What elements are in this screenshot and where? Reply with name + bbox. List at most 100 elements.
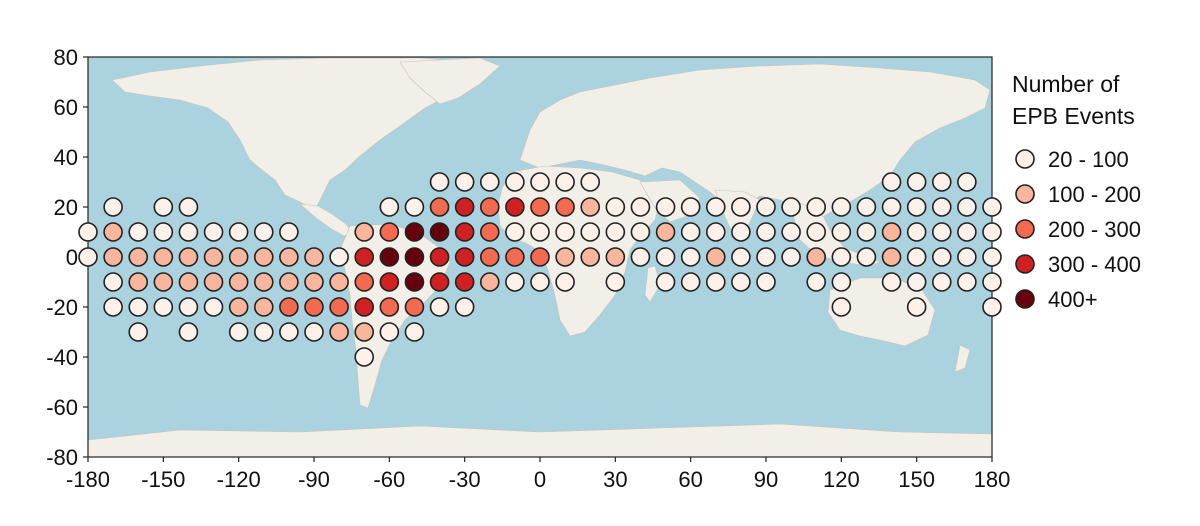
epb-marker [982, 297, 1002, 317]
epb-marker [203, 247, 224, 267]
epb-marker [354, 272, 375, 292]
epb-marker [253, 247, 274, 267]
x-tick-label: -150 [141, 467, 185, 492]
epb-marker [203, 297, 224, 317]
epb-marker [806, 247, 827, 267]
epb-marker [731, 197, 751, 217]
epb-marker [354, 222, 375, 242]
epb-marker [731, 272, 751, 292]
y-tick-label: 0 [66, 245, 78, 270]
epb-marker [756, 197, 776, 217]
epb-marker [103, 247, 123, 267]
epb-marker [103, 197, 123, 217]
epb-marker [580, 247, 601, 267]
epb-marker [555, 172, 575, 192]
epb-marker [605, 222, 626, 242]
epb-marker [605, 272, 626, 292]
x-tick-label: -30 [449, 467, 481, 492]
legend-label: 100 - 200 [1048, 182, 1141, 207]
epb-marker [279, 297, 299, 317]
epb-marker [906, 272, 927, 292]
epb-marker [128, 297, 149, 317]
epb-marker [379, 247, 400, 267]
epb-marker [479, 247, 500, 267]
epb-marker [304, 297, 324, 317]
epb-marker [228, 272, 249, 292]
epb-marker [178, 322, 199, 342]
epb-marker [429, 197, 450, 217]
epb-marker [78, 222, 98, 242]
epb-marker [404, 297, 425, 317]
epb-marker [178, 272, 199, 292]
x-tick-label: 150 [898, 467, 935, 492]
epb-marker [831, 197, 852, 217]
legend-swatch [1015, 289, 1035, 309]
markers-layer [78, 172, 1002, 367]
epb-marker [957, 172, 977, 192]
north-america [111, 57, 481, 211]
epb-marker [982, 197, 1002, 217]
epb-marker [756, 222, 776, 242]
x-tick-label: -90 [298, 467, 330, 492]
epb-marker [279, 222, 299, 242]
epb-marker [906, 247, 927, 267]
epb-marker [655, 272, 676, 292]
epb-marker [354, 297, 375, 317]
epb-marker [931, 272, 952, 292]
epb-marker [404, 322, 425, 342]
epb-marker [655, 197, 676, 217]
epb-marker [479, 197, 500, 217]
epb-marker [354, 347, 375, 367]
epb-marker [731, 247, 751, 267]
x-tick-label: -60 [373, 467, 405, 492]
epb-marker [655, 247, 676, 267]
epb-marker [404, 197, 425, 217]
epb-marker [429, 297, 450, 317]
epb-marker [630, 197, 651, 217]
epb-marker [103, 297, 123, 317]
epb-marker [806, 222, 827, 242]
epb-marker [906, 297, 927, 317]
epb-marker [705, 247, 726, 267]
epb-marker [354, 322, 375, 342]
epb-marker [429, 172, 450, 192]
epb-marker [103, 272, 123, 292]
epb-marker [982, 222, 1002, 242]
epb-marker [153, 222, 174, 242]
legend-swatch [1015, 184, 1035, 204]
legend-label: 300 - 400 [1048, 252, 1141, 277]
legend-title-line-1: Number of [1012, 71, 1120, 97]
epb-marker [404, 222, 425, 242]
epb-marker [178, 247, 199, 267]
epb-marker [831, 297, 852, 317]
epb-marker [931, 172, 952, 192]
epb-marker [705, 197, 726, 217]
y-tick-label: 20 [54, 195, 78, 220]
epb-marker [454, 222, 475, 242]
epb-marker [454, 172, 475, 192]
x-tick-label: 90 [754, 467, 778, 492]
epb-marker [982, 272, 1002, 292]
epb-marker [203, 272, 224, 292]
epb-marker [555, 222, 575, 242]
epb-marker [605, 247, 626, 267]
epb-marker [580, 197, 601, 217]
epb-marker [680, 272, 701, 292]
epb-marker [931, 247, 952, 267]
epb-marker [831, 247, 852, 267]
epb-marker [655, 222, 676, 242]
epb-marker [479, 172, 500, 192]
epb-marker [957, 197, 977, 217]
epb-marker [228, 222, 249, 242]
madagascar [644, 265, 661, 303]
epb-marker [982, 247, 1002, 267]
x-tick-label: 60 [678, 467, 702, 492]
epb-marker [806, 272, 827, 292]
epb-marker [404, 247, 425, 267]
legend: Number of EPB Events 20 - 100 100 - 200 20… [1012, 71, 1141, 312]
epb-marker [505, 222, 525, 242]
epb-marker [680, 222, 701, 242]
legend-swatch [1015, 254, 1035, 274]
epb-marker [203, 222, 224, 242]
